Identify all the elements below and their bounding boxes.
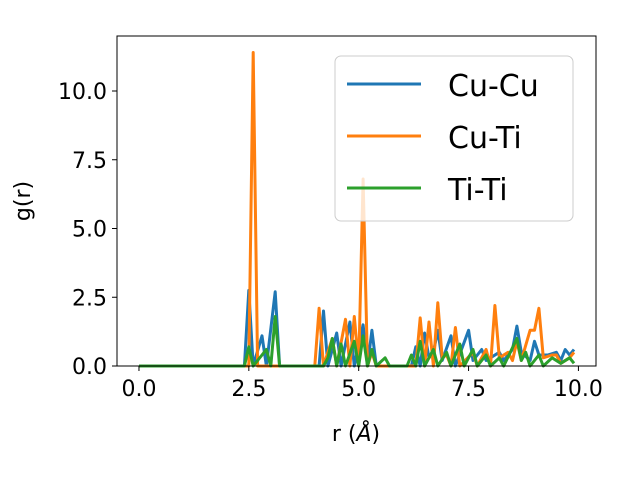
y-tick-label: 7.5 bbox=[72, 149, 107, 174]
y-tick-label: 2.5 bbox=[72, 286, 107, 311]
legend: Cu-Cu Cu-Ti Ti-Ti bbox=[334, 55, 574, 222]
y-tick-label: 5.0 bbox=[72, 218, 107, 243]
legend-label-cu-cu: Cu-Cu bbox=[448, 69, 539, 104]
x-tick-label: 10.0 bbox=[554, 377, 603, 402]
x-tick-label: 7.5 bbox=[451, 377, 486, 402]
x-tick-label: 2.5 bbox=[231, 377, 266, 402]
legend-label-ti-ti: Ti-Ti bbox=[447, 173, 508, 208]
x-tick-label: 5.0 bbox=[341, 377, 376, 402]
y-axis-ticks: 0.0 2.5 5.0 7.5 10.0 bbox=[58, 80, 117, 380]
y-tick-label: 10.0 bbox=[58, 80, 107, 105]
y-axis-label: g(r) bbox=[11, 181, 36, 221]
x-axis-ticks: 0.0 2.5 5.0 7.5 10.0 bbox=[121, 366, 603, 402]
x-tick-label: 0.0 bbox=[121, 377, 156, 402]
y-tick-label: 0.0 bbox=[72, 355, 107, 380]
legend-box bbox=[334, 55, 574, 222]
plot-frame bbox=[116, 35, 597, 367]
x-axis-label: r (Å) bbox=[332, 420, 380, 447]
legend-label-cu-ti: Cu-Ti bbox=[448, 121, 522, 156]
